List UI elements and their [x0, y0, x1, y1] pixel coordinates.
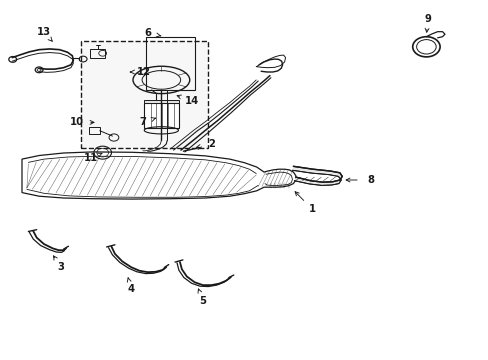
- Polygon shape: [292, 166, 342, 185]
- Text: 11: 11: [83, 153, 98, 163]
- Text: 8: 8: [366, 175, 373, 185]
- Bar: [81, 41, 207, 148]
- Text: 7: 7: [139, 117, 146, 127]
- Text: 3: 3: [58, 262, 64, 272]
- Text: 4: 4: [127, 284, 134, 294]
- Polygon shape: [22, 152, 295, 199]
- Text: 14: 14: [184, 96, 199, 106]
- Text: 6: 6: [144, 28, 151, 38]
- Text: 9: 9: [424, 14, 430, 24]
- Text: 10: 10: [70, 117, 84, 127]
- Bar: [145, 37, 194, 90]
- Text: 2: 2: [207, 139, 214, 149]
- Bar: [81, 41, 207, 148]
- Bar: [144, 100, 179, 103]
- Text: 5: 5: [199, 296, 206, 306]
- Bar: [144, 103, 179, 128]
- Bar: [89, 127, 100, 134]
- Text: 12: 12: [137, 67, 151, 77]
- Text: 1: 1: [308, 204, 315, 214]
- Text: 13: 13: [37, 27, 51, 37]
- Bar: [90, 49, 105, 58]
